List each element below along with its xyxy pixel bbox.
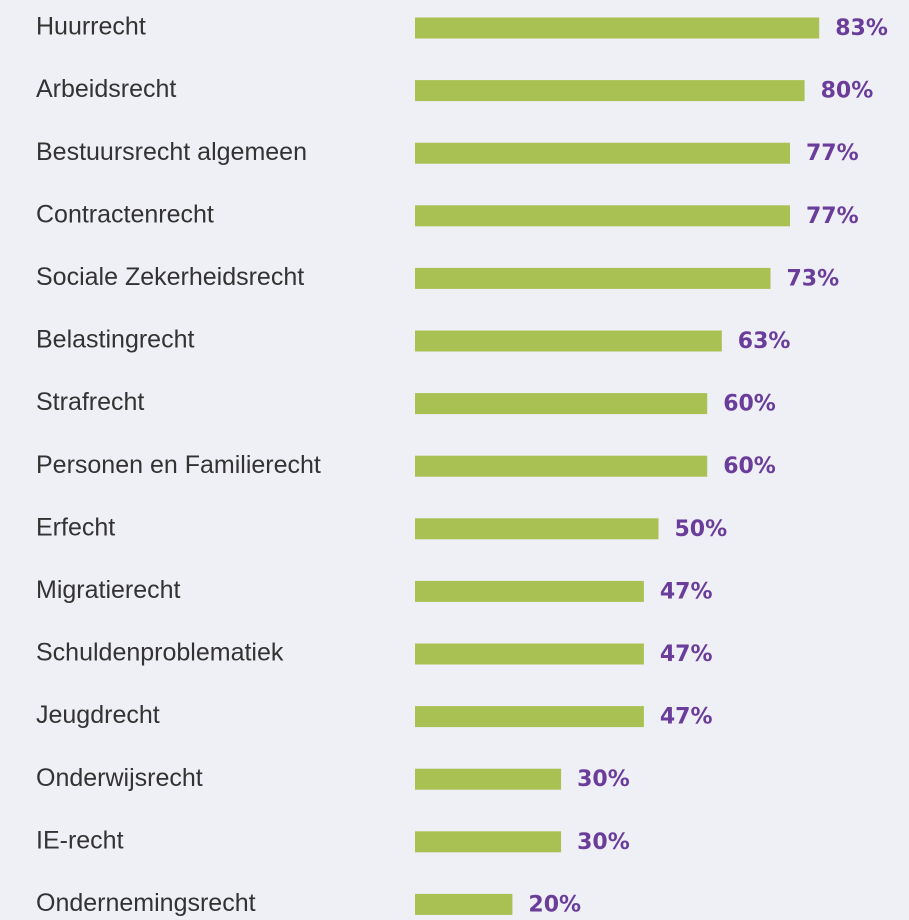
category-label: Bestuursrecht algemeen bbox=[36, 138, 307, 166]
bar bbox=[415, 893, 513, 915]
value-label: 47% bbox=[660, 579, 713, 604]
value-label: 73% bbox=[787, 266, 840, 291]
bar bbox=[415, 518, 659, 540]
value-label: 50% bbox=[675, 517, 728, 542]
value-label: 83% bbox=[835, 16, 888, 41]
value-label: 47% bbox=[660, 705, 713, 730]
category-label: Sociale Zekerheidsrecht bbox=[36, 263, 304, 291]
category-label: Huurrecht bbox=[36, 13, 146, 41]
category-label: Erfecht bbox=[36, 513, 115, 541]
bar bbox=[415, 330, 722, 352]
category-label: Migratierecht bbox=[36, 576, 181, 604]
category-label: Personen en Familierecht bbox=[36, 451, 321, 479]
bar bbox=[415, 142, 790, 164]
bar bbox=[415, 17, 820, 39]
category-label: Schuldenproblematiek bbox=[36, 639, 284, 667]
category-label: Onderwijsrecht bbox=[36, 764, 203, 792]
value-label: 80% bbox=[821, 79, 874, 104]
category-label: Contractenrecht bbox=[36, 200, 214, 228]
value-label: 60% bbox=[723, 454, 776, 479]
bar bbox=[415, 768, 562, 790]
bar bbox=[415, 831, 562, 853]
bar bbox=[415, 580, 644, 602]
category-label: Ondernemingsrecht bbox=[36, 889, 256, 917]
category-label: Belastingrecht bbox=[36, 326, 194, 354]
bar bbox=[415, 267, 771, 289]
category-label: IE-recht bbox=[36, 826, 124, 854]
value-label: 77% bbox=[806, 204, 859, 229]
category-label: Arbeidsrecht bbox=[36, 75, 176, 103]
value-label: 77% bbox=[806, 141, 859, 166]
value-label: 60% bbox=[723, 392, 776, 417]
bar bbox=[415, 393, 708, 415]
bar bbox=[415, 643, 644, 665]
value-label: 47% bbox=[660, 642, 713, 667]
bar bbox=[415, 706, 644, 728]
bar bbox=[415, 455, 708, 477]
value-label: 30% bbox=[577, 830, 630, 855]
bar bbox=[415, 80, 805, 102]
value-label: 63% bbox=[738, 329, 791, 354]
value-label: 20% bbox=[528, 892, 581, 917]
category-label: Strafrecht bbox=[36, 388, 144, 416]
value-label: 30% bbox=[577, 767, 630, 792]
category-label: Jeugdrecht bbox=[36, 701, 160, 729]
bar bbox=[415, 205, 790, 227]
